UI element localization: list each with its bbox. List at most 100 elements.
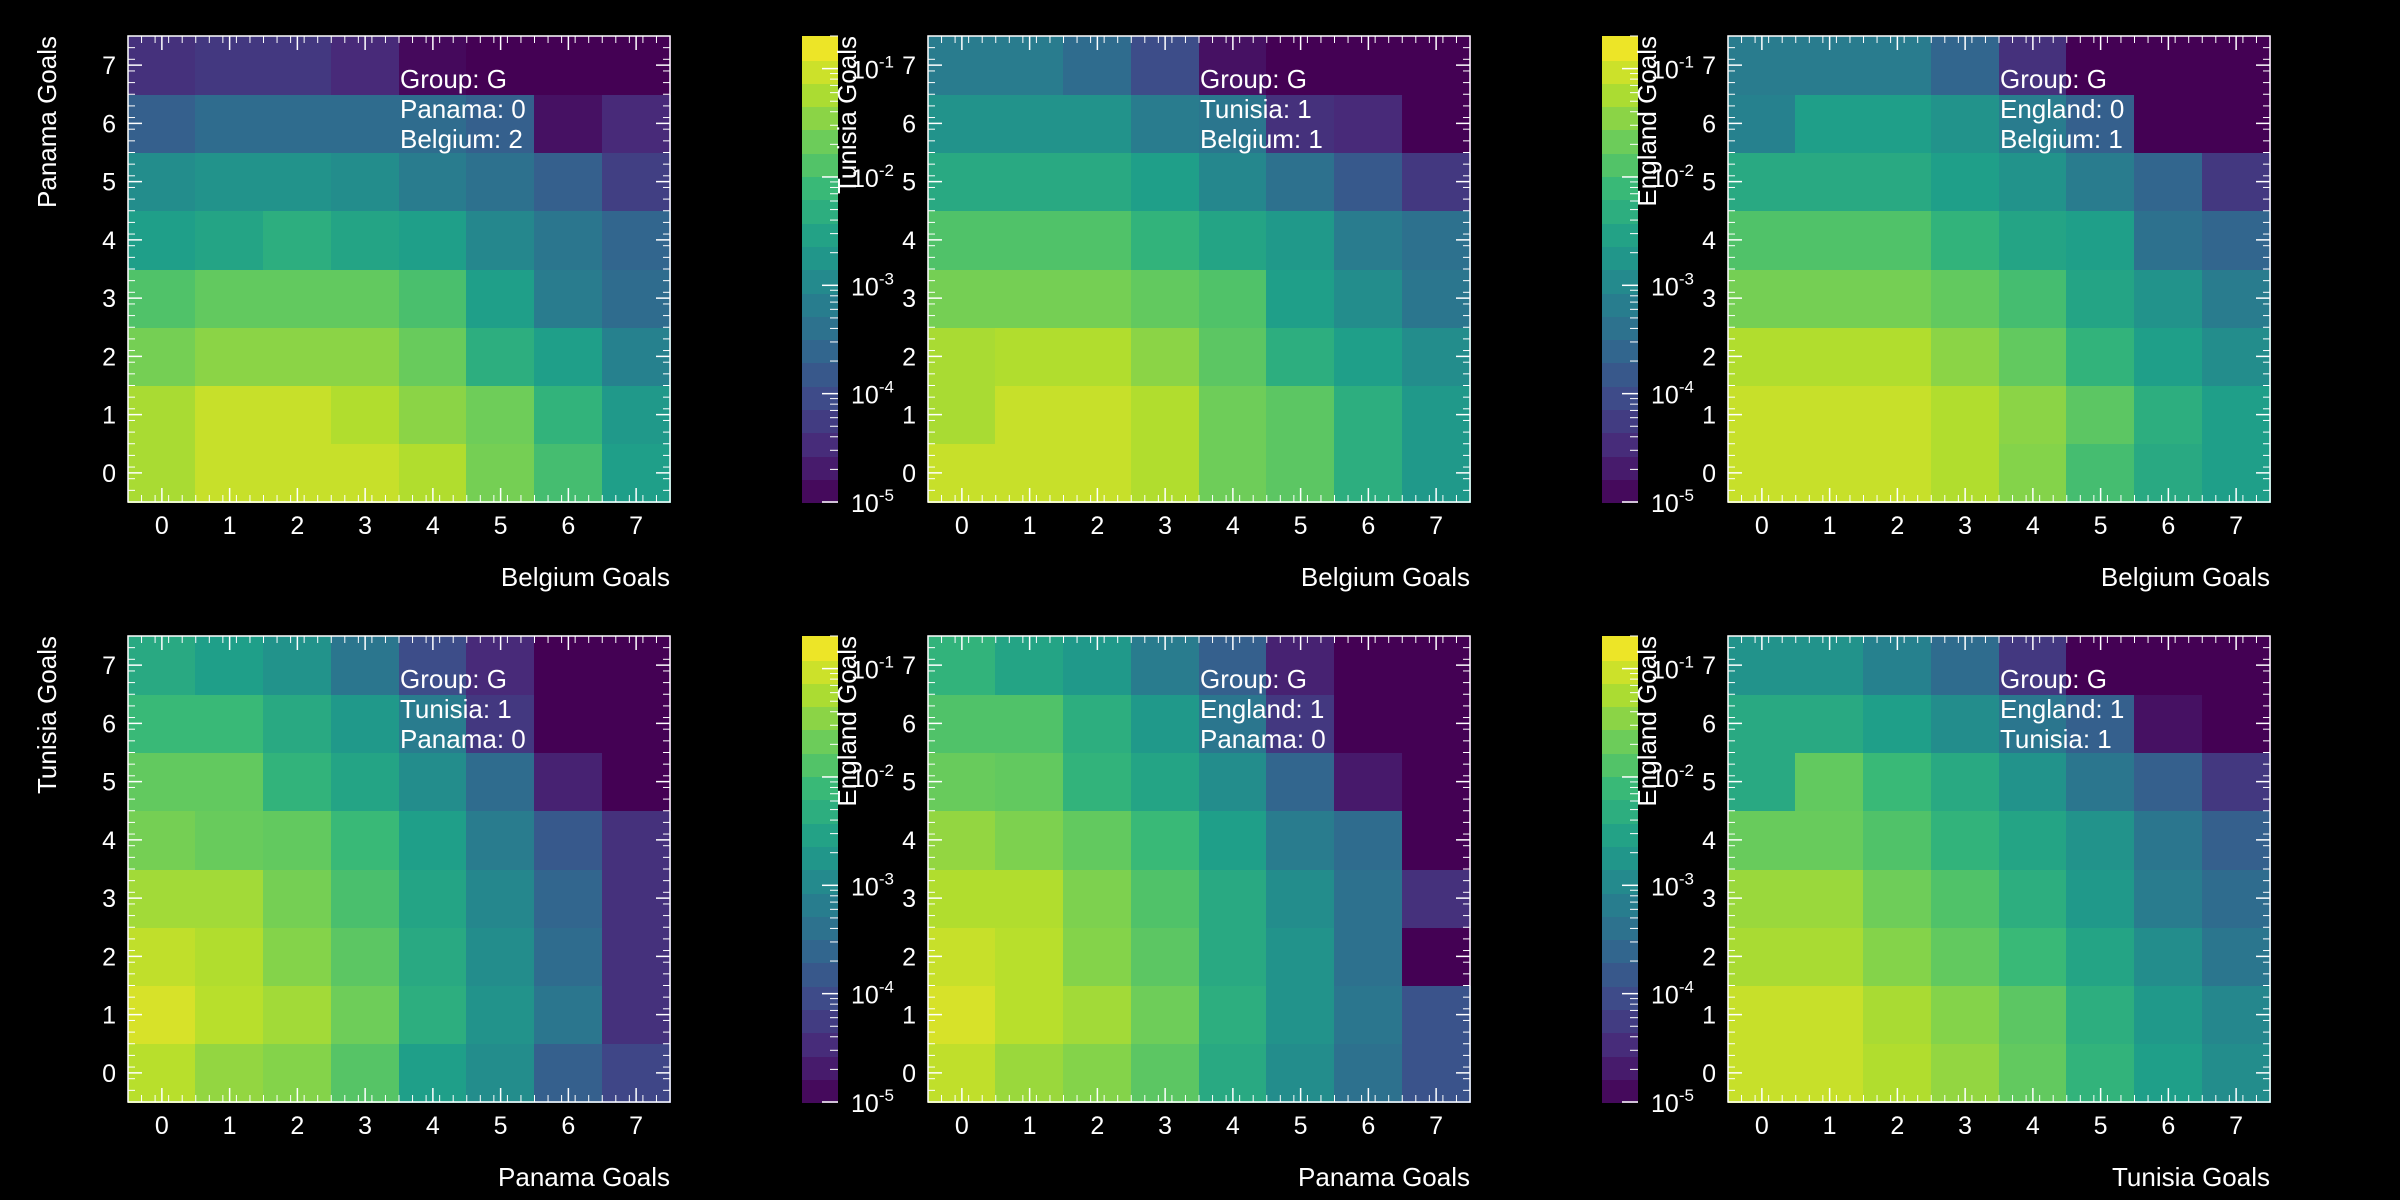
heatmap-cell bbox=[2066, 152, 2135, 211]
colorbar-level bbox=[802, 985, 838, 1010]
heatmap-cell bbox=[1131, 810, 1200, 870]
heatmap-panel-4: 0 1 2 3 4 5 6 7 0 1 2 3 4 5 6 7 Panama Goals Tunisia Goal… bbox=[32, 635, 894, 1192]
x-tick-label: 2 bbox=[290, 1112, 304, 1140]
heatmap-cell bbox=[466, 269, 535, 328]
heatmap-cell bbox=[1931, 869, 2000, 928]
colorbar-level bbox=[802, 455, 838, 480]
heatmap-cell bbox=[1131, 152, 1200, 211]
x-tick-label: 7 bbox=[629, 512, 643, 540]
colorbar-level bbox=[1602, 478, 1638, 503]
colorbar-tick-label: 10-3 bbox=[851, 869, 894, 901]
colorbar-tick-exponent: -5 bbox=[879, 1086, 894, 1105]
colorbar-tick-base: 10 bbox=[1651, 382, 1679, 410]
heatmap-cell bbox=[263, 94, 332, 153]
heatmap-cell bbox=[2134, 152, 2203, 211]
heatmap-cell bbox=[1863, 269, 1932, 328]
colorbar-level bbox=[1602, 222, 1638, 247]
colorbar-tick-base: 10 bbox=[851, 982, 879, 1010]
heatmap-cell bbox=[2066, 985, 2135, 1044]
heatmap-cell bbox=[995, 210, 1064, 270]
colorbar-tick-label: 10-4 bbox=[1651, 978, 1694, 1010]
annotation-line: Group: G bbox=[400, 664, 507, 694]
colorbar-level bbox=[802, 152, 838, 177]
y-tick-label: 1 bbox=[902, 1002, 916, 1030]
colorbar-tick-label: 10-4 bbox=[851, 978, 894, 1010]
colorbar-level bbox=[802, 129, 838, 154]
heatmap-cell bbox=[1795, 752, 1864, 811]
annotation-line: Panama: 0 bbox=[1200, 724, 1326, 754]
heatmap-cell bbox=[1334, 927, 1403, 986]
y-tick-label: 3 bbox=[102, 285, 116, 313]
colorbar-tick-exponent: -5 bbox=[1679, 486, 1694, 505]
colorbar-level bbox=[1602, 705, 1638, 730]
heatmap-cell bbox=[1063, 210, 1132, 270]
heatmap-cell bbox=[1334, 94, 1403, 153]
heatmap-cell bbox=[1863, 210, 1932, 270]
heatmap-cell bbox=[331, 694, 400, 753]
colorbar-tick-label: 10-4 bbox=[851, 378, 894, 410]
y-tick-label: 4 bbox=[102, 827, 116, 855]
x-tick-label: 1 bbox=[1023, 512, 1037, 540]
x-tick-label: 0 bbox=[955, 512, 969, 540]
heatmap-cell bbox=[195, 869, 264, 928]
heatmap-cell bbox=[995, 327, 1064, 386]
y-tick-label: 5 bbox=[902, 169, 916, 197]
colorbar-tick-base: 10 bbox=[1651, 1090, 1679, 1118]
x-tick-label: 7 bbox=[2229, 512, 2243, 540]
heatmap-cell bbox=[1131, 985, 1200, 1044]
heatmap-cell bbox=[1131, 869, 1200, 928]
colorbar-level bbox=[1602, 915, 1638, 940]
heatmap-cell bbox=[1063, 327, 1132, 386]
heatmap-cell bbox=[466, 927, 535, 986]
annotation-line: Tunisia: 1 bbox=[400, 694, 512, 724]
y-tick-label: 6 bbox=[1702, 110, 1716, 138]
y-tick-label: 3 bbox=[902, 885, 916, 913]
colorbar-level bbox=[802, 1008, 838, 1033]
y-tick-label: 3 bbox=[1702, 285, 1716, 313]
heatmap-cell bbox=[195, 810, 264, 870]
colorbar-level bbox=[1602, 59, 1638, 84]
x-tick-label: 3 bbox=[1158, 512, 1172, 540]
y-tick-label: 0 bbox=[1702, 1060, 1716, 1088]
y-tick-label: 1 bbox=[1702, 402, 1716, 430]
annotation-line: Panama: 0 bbox=[400, 94, 526, 124]
colorbar-level bbox=[1602, 729, 1638, 754]
heatmap-cell bbox=[1795, 94, 1864, 153]
heatmap-cell bbox=[1999, 385, 2067, 444]
heatmap-cell bbox=[1334, 327, 1403, 386]
heatmap-cell bbox=[263, 269, 332, 328]
colorbar-level bbox=[1602, 105, 1638, 130]
heatmap-cell bbox=[1795, 152, 1864, 211]
x-tick-label: 3 bbox=[358, 1112, 372, 1140]
y-tick-label: 3 bbox=[1702, 885, 1716, 913]
colorbar-tick-exponent: -2 bbox=[1679, 161, 1694, 180]
heatmap-cell bbox=[466, 327, 535, 386]
heatmap-cell bbox=[1063, 269, 1132, 328]
colorbar-tick-exponent: -1 bbox=[1679, 53, 1694, 72]
annotation-line: England: 0 bbox=[2000, 94, 2124, 124]
heatmap-cell bbox=[1199, 927, 1267, 986]
colorbar-tick-exponent: -4 bbox=[879, 378, 894, 397]
heatmap-cell bbox=[1131, 327, 1200, 386]
colorbar-level bbox=[1602, 432, 1638, 457]
heatmap-cell bbox=[1999, 327, 2067, 386]
heatmap-cell bbox=[534, 752, 603, 811]
heatmap-cell bbox=[1931, 694, 2000, 753]
heatmap-cell bbox=[2134, 694, 2203, 753]
annotation-line: Group: G bbox=[400, 64, 507, 94]
colorbar-tick-exponent: -4 bbox=[1679, 978, 1694, 997]
colorbar-tick-label: 10-3 bbox=[851, 269, 894, 301]
heatmap-cell bbox=[2134, 210, 2203, 270]
x-tick-label: 0 bbox=[155, 512, 169, 540]
heatmap-cell bbox=[534, 927, 603, 986]
y-tick-label: 5 bbox=[1702, 169, 1716, 197]
heatmap-cell bbox=[1999, 927, 2067, 986]
x-tick-label: 6 bbox=[561, 512, 575, 540]
heatmap-cell bbox=[1266, 327, 1335, 386]
heatmap-cell bbox=[1863, 810, 1932, 870]
heatmap-cell bbox=[1334, 810, 1403, 870]
x-tick-label: 5 bbox=[1294, 1112, 1308, 1140]
heatmap-cell bbox=[1063, 694, 1132, 753]
colorbar-level bbox=[1602, 245, 1638, 270]
x-axis-label: Panama Goals bbox=[1298, 1162, 1470, 1192]
